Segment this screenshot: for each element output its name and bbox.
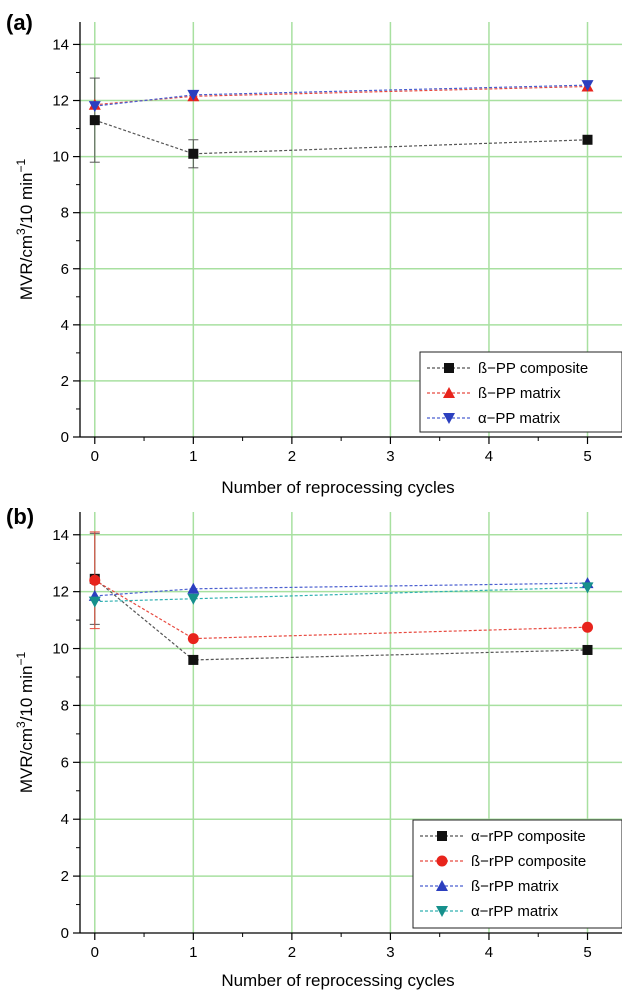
panel-b-y-title-base: MVR/cm <box>17 728 36 793</box>
y-tick-label: 12 <box>52 93 69 110</box>
legend-label: ß−PP composite <box>478 360 588 377</box>
panel-a-y-title-base: MVR/cm <box>17 235 36 300</box>
panel-b-axes <box>73 512 622 940</box>
legend-box <box>412 819 622 929</box>
y-tick-label: 12 <box>52 584 69 601</box>
data-point <box>582 621 594 633</box>
legend-marker <box>443 387 455 398</box>
x-tick-label: 4 <box>485 448 493 465</box>
x-tick-label: 1 <box>189 944 197 961</box>
y-tick-label: 8 <box>61 205 69 222</box>
panel-a-x-axis-title: Number of reprocessing cycles <box>221 478 454 497</box>
x-tick-label: 0 <box>91 944 99 961</box>
x-tick-label: 5 <box>583 448 591 465</box>
panel-a-series <box>88 77 594 169</box>
panel-b-y-title-mid: /10 min <box>17 666 36 722</box>
series-line <box>94 579 588 640</box>
legend-marker <box>444 363 454 373</box>
panel-b-y-title-sup1: 3 <box>14 721 28 728</box>
data-point <box>582 134 593 145</box>
legend-label: ß−rPP matrix <box>471 878 559 895</box>
panel-a-axes <box>73 22 622 444</box>
legend-label: ß−rPP composite <box>471 853 586 870</box>
panel-b-legend: α−rPP composite ß−rPP composite ß−rPP matr… <box>412 819 622 929</box>
panel-b-y-title-sup2: −1 <box>14 652 28 666</box>
legend-marker <box>436 880 448 891</box>
series-line <box>94 84 588 107</box>
data-point <box>89 574 101 586</box>
data-point <box>187 633 199 645</box>
y-tick-label: 2 <box>61 868 69 885</box>
y-tick-label: 4 <box>61 317 69 334</box>
data-point <box>582 644 593 655</box>
data-point <box>188 654 199 665</box>
panel-b-x-axis-title: Number of reprocessing cycles <box>221 971 454 990</box>
legend-label: α−rPP matrix <box>471 903 559 920</box>
panel-a-y-title-mid: /10 min <box>17 173 36 229</box>
x-tick-label: 0 <box>91 448 99 465</box>
y-tick-label: 14 <box>52 36 69 53</box>
y-tick-label: 14 <box>52 527 69 544</box>
data-point <box>88 596 101 608</box>
legend-marker <box>436 906 448 917</box>
x-tick-label: 3 <box>386 944 394 961</box>
data-point <box>187 89 200 101</box>
legend-marker <box>437 831 447 841</box>
data-point <box>581 582 594 594</box>
x-tick-label: 1 <box>189 448 197 465</box>
y-tick-label: 6 <box>61 754 69 771</box>
data-point <box>581 80 594 92</box>
series-line <box>94 586 588 603</box>
data-point <box>187 582 200 594</box>
x-tick-label: 4 <box>485 944 493 961</box>
x-tick-label: 2 <box>288 448 296 465</box>
legend-marker <box>443 413 455 424</box>
panel-a-y-title-sup2: −1 <box>14 159 28 173</box>
series-line <box>94 85 588 106</box>
panel-b-label: (b) <box>6 504 34 529</box>
legend-label: α−rPP composite <box>471 828 586 845</box>
y-tick-label: 6 <box>61 261 69 278</box>
series-line <box>94 119 588 155</box>
legend-marker <box>436 855 448 867</box>
x-tick-label: 2 <box>288 944 296 961</box>
panel-a-label: (a) <box>6 10 33 35</box>
x-tick-label: 5 <box>583 944 591 961</box>
y-tick-label: 2 <box>61 373 69 390</box>
panel-b-y-axis-title: MVR/cm3/10 min−1 <box>14 652 36 794</box>
y-tick-label: 0 <box>61 925 69 942</box>
y-tick-label: 0 <box>61 429 69 446</box>
panel-a-y-axis-title: MVR/cm3/10 min−1 <box>14 159 36 301</box>
y-tick-label: 10 <box>52 149 69 166</box>
data-point <box>187 593 200 605</box>
y-tick-label: 8 <box>61 697 69 714</box>
y-tick-label: 10 <box>52 641 69 658</box>
panel-a-y-title-sup1: 3 <box>14 228 28 235</box>
legend-label: α−PP matrix <box>478 410 561 427</box>
legend-label: ß−PP matrix <box>478 385 561 402</box>
y-tick-label: 4 <box>61 811 69 828</box>
panel-b-series <box>88 531 594 665</box>
series-line <box>94 582 588 597</box>
data-point <box>89 115 100 126</box>
data-point <box>88 101 101 113</box>
data-point <box>188 148 199 159</box>
panel-a-legend: ß−PP composite ß−PP matrix α−PP matrix <box>419 351 622 433</box>
x-tick-label: 3 <box>386 448 394 465</box>
